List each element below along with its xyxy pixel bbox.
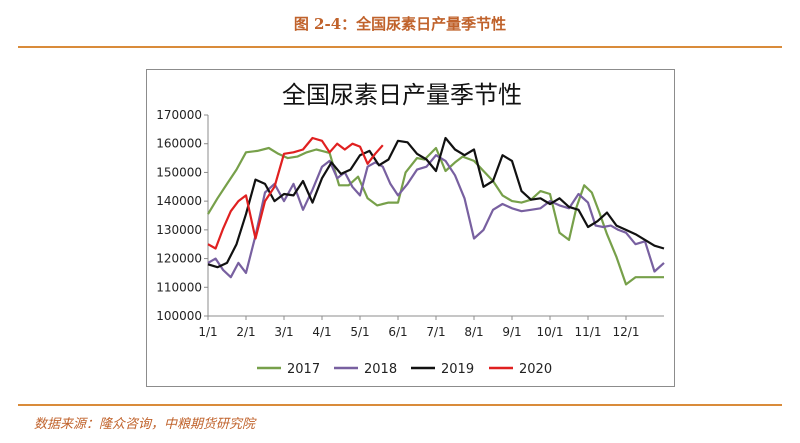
bottom-divider bbox=[18, 404, 782, 406]
axes: 100000 110000 120000 130000 140000 150000 1600… bbox=[156, 108, 664, 339]
y-tick-label: 120000 bbox=[156, 252, 202, 266]
legend-label-2018: 2018 bbox=[364, 362, 397, 377]
x-tick-label: 10/1 bbox=[537, 325, 564, 339]
y-tick-label: 110000 bbox=[156, 280, 202, 294]
series-line-2017 bbox=[207, 146, 664, 286]
x-tick-label: 5/1 bbox=[350, 325, 369, 339]
y-tick-label: 140000 bbox=[156, 194, 202, 208]
chart-frame bbox=[146, 69, 675, 387]
y-tick-label: 160000 bbox=[156, 137, 202, 151]
x-tick-label: 7/1 bbox=[426, 325, 445, 339]
figure-title: 图 2-4：全国尿素日产量季节性 bbox=[293, 15, 507, 33]
x-tick-label: 1/1 bbox=[198, 325, 217, 339]
series-line-2018 bbox=[207, 154, 665, 279]
y-tick-label: 130000 bbox=[156, 223, 202, 237]
top-divider bbox=[18, 46, 782, 48]
x-tick-label: 4/1 bbox=[312, 325, 331, 339]
source-note: 数据来源：隆众咨询，中粮期货研究院 bbox=[34, 417, 256, 432]
x-tick-label: 11/1 bbox=[575, 325, 602, 339]
x-tick-label: 12/1 bbox=[613, 325, 640, 339]
series-lines bbox=[207, 136, 665, 286]
y-tick-label: 100000 bbox=[156, 309, 202, 323]
y-tick-label: 170000 bbox=[156, 108, 202, 122]
y-tick-label: 150000 bbox=[156, 165, 202, 179]
x-tick-label: 2/1 bbox=[236, 325, 255, 339]
x-tick-label: 6/1 bbox=[388, 325, 407, 339]
legend-label-2020: 2020 bbox=[519, 362, 552, 377]
x-tick-label: 8/1 bbox=[464, 325, 483, 339]
x-tick-label: 9/1 bbox=[502, 325, 521, 339]
legend-label-2019: 2019 bbox=[441, 362, 474, 377]
legend: 2017 2018 2019 2020 bbox=[257, 362, 552, 377]
legend-label-2017: 2017 bbox=[287, 362, 320, 377]
chart-title: 全国尿素日产量季节性 bbox=[282, 81, 522, 109]
series-line-2020 bbox=[207, 136, 384, 250]
x-tick-label: 3/1 bbox=[274, 325, 293, 339]
series-line-2019 bbox=[207, 136, 665, 269]
